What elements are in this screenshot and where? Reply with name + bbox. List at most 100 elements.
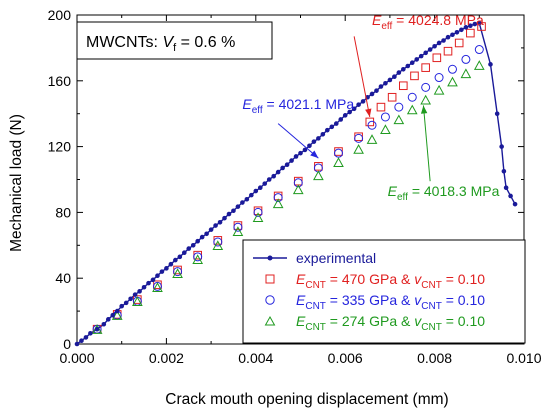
data-point-experimental [177,254,183,260]
data-point-experimental [146,280,151,286]
data-point-experimental [88,331,93,336]
data-point-experimental [360,99,366,104]
data-point-experimental [222,215,227,221]
x-tick-label: 0.002 [149,350,184,366]
info-box: MWCNTs: Vf = 0.6 % [76,21,273,60]
y-tick-label: 0 [63,336,71,352]
data-point-experimental [217,219,223,225]
y-tick-label: 80 [55,204,71,220]
data-point-experimental [284,162,290,167]
data-point-experimental [231,208,236,214]
info-box-suffix: = 0.6 % [176,34,235,51]
data-point-experimental [477,20,482,26]
data-point-experimental [316,136,321,141]
data-point-experimental [351,106,357,112]
data-point-circle [213,237,223,247]
data-point-experimental [508,193,513,199]
annotation-arrow-line [422,105,431,182]
info-box-sub: f [173,42,177,54]
data-point-experimental [280,165,285,171]
legend-frame [242,239,526,344]
data-point-triangle [420,94,432,105]
legend-label-274-var2: v [414,313,422,329]
data-point-triangle [192,254,204,265]
data-point-experimental [235,204,241,209]
data-point-triangle [460,68,472,79]
data-point-experimental [396,70,402,75]
data-point-circle [474,45,484,55]
x-axis-title: Crack mouth opening displacement (mm) [165,391,448,408]
data-point-circle [273,193,283,203]
data-point-experimental [387,77,393,83]
data-point-experimental [275,169,281,175]
y-tick-label: 40 [55,270,71,286]
legend-label-274: ECNT = 274 GPa & vCNT = 0.10 [296,313,485,333]
data-point-experimental [132,292,138,297]
data-point-experimental [164,266,169,271]
data-point-experimental [94,326,100,332]
data-point-experimental [240,200,245,205]
data-point-experimental [472,21,478,27]
data-point-experimental [79,338,84,344]
data-point-experimental [468,23,473,28]
annotation-value: = 4024.8 MPa [392,12,484,28]
data-point-experimental [110,312,116,318]
info-box-var: V [162,34,174,51]
data-point-circle [447,64,457,74]
data-point-experimental [195,238,200,244]
data-point-experimental [499,144,504,149]
data-point-experimental [488,62,493,67]
legend-label-274-tail: = 0.10 [442,313,485,329]
data-point-triangle [447,76,458,87]
annotation-label: Eeff = 4024.8 MPa [372,12,484,32]
data-point-circle [333,148,343,158]
annotation-sub: eff [252,105,263,116]
data-point-triangle [473,60,485,70]
data-point-experimental [369,91,375,97]
data-point-experimental [374,88,379,93]
data-point-circle [354,133,364,143]
data-point-experimental [414,57,420,62]
data-point-triangle [232,226,244,237]
x-tick-label: 0.000 [59,350,94,366]
data-point-experimental [494,111,500,116]
data-point-experimental [329,124,335,130]
data-point-experimental [512,201,518,207]
data-point-experimental [244,196,250,202]
legend-swatch-triangle [264,315,276,326]
legend-label-274-sub2: CNT [421,322,442,333]
data-point-circle [380,112,390,122]
data-point-experimental [150,277,156,283]
data-point-circle [421,82,431,92]
data-point-circle [394,102,404,112]
annotation-sub: eff [381,21,392,32]
data-point-triangle [433,84,445,95]
data-point-circle [293,178,303,188]
data-point-circle [132,296,142,306]
data-point-square [387,92,397,102]
data-point-experimental [204,231,209,237]
data-point-experimental [137,289,142,294]
info-box-text: MWCNTs: Vf = 0.6 % [86,34,235,54]
legend-label-470-var2: v [414,271,422,287]
legend-label-335-tail: = 0.10 [442,292,485,308]
data-point-experimental [463,25,469,30]
data-point-experimental [181,250,187,256]
annotation-var: E [388,183,398,199]
data-point-square [443,46,453,56]
legend-label-470-mid: = 470 GPa & [326,271,414,287]
legend-label-335: ECNT = 335 GPa & vCNT = 0.10 [296,292,485,312]
legend-label-335-sub: CNT [305,301,326,312]
data-point-experimental [105,317,111,322]
data-point-circle [253,207,263,217]
data-point-experimental [101,321,107,327]
annotation-label: Eeff = 4021.1 MPa [242,96,354,116]
data-point-experimental [432,43,437,49]
data-point-experimental [427,47,433,52]
info-box-prefix: MWCNTs: [86,34,162,51]
data-point-experimental [190,243,196,248]
data-point-square [399,81,408,91]
data-point-experimental [266,177,272,182]
annotation-arrow-head [310,150,319,159]
